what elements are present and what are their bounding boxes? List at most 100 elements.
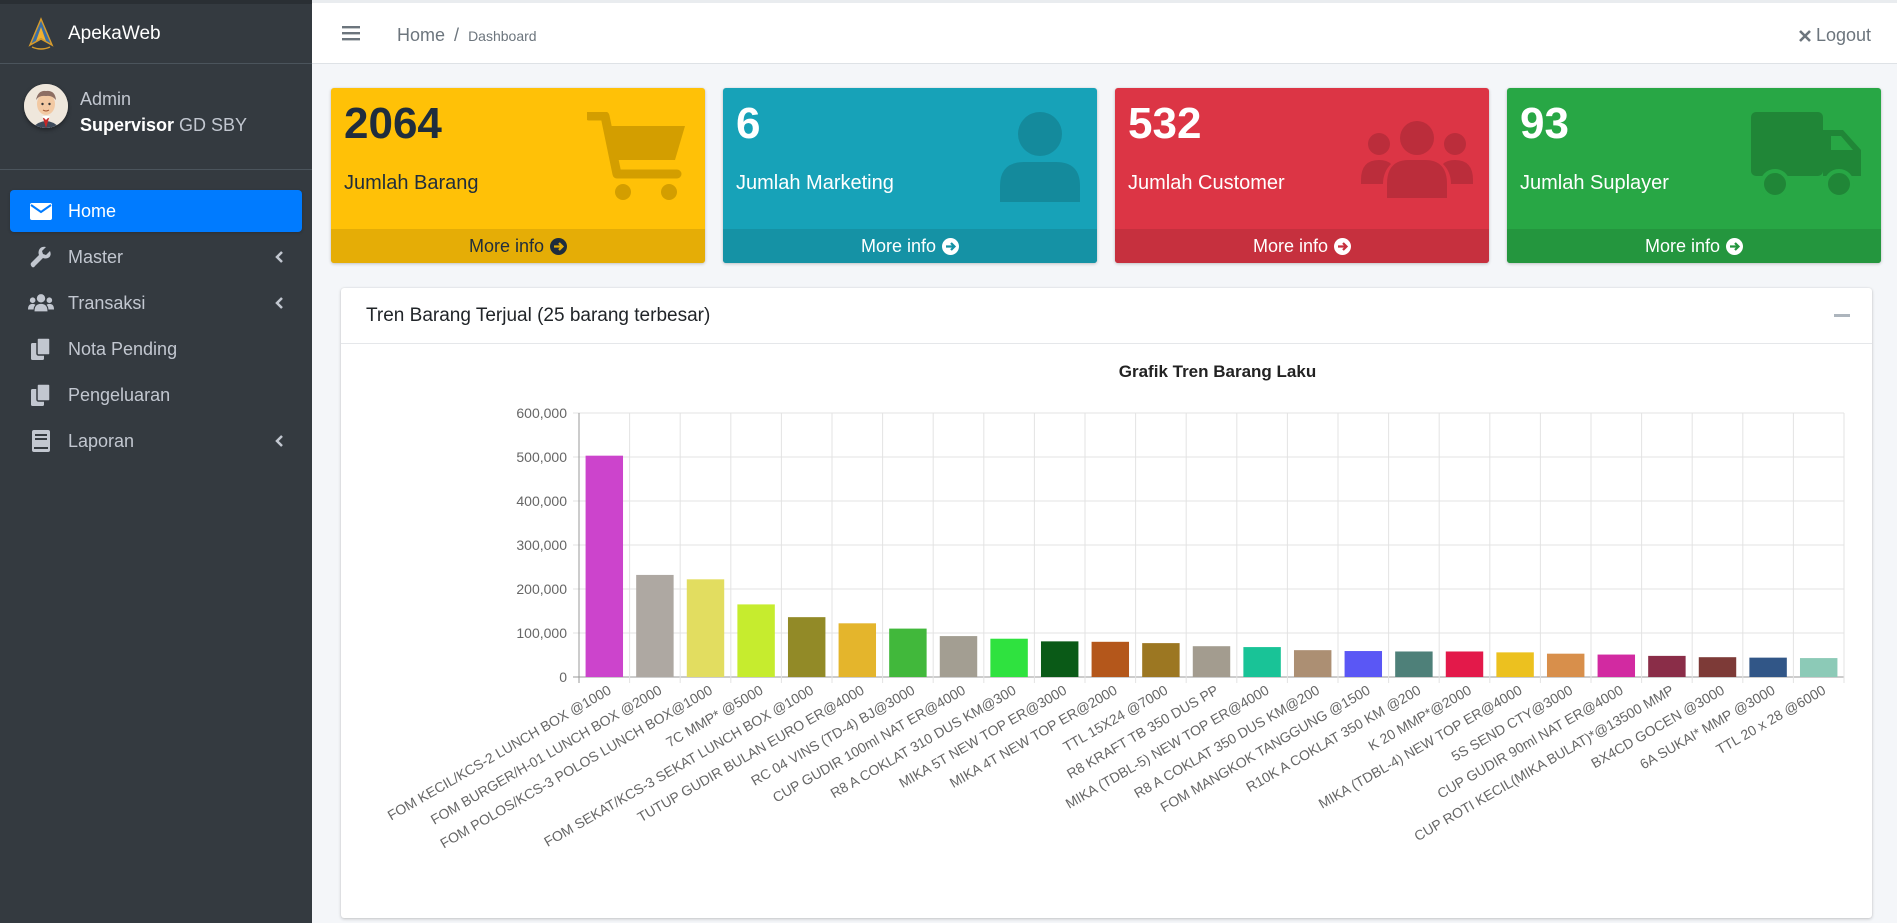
chevron-left-icon bbox=[275, 251, 283, 263]
top-navbar: Home / Dashboard Logout bbox=[312, 0, 1897, 64]
sidebar-item-transaksi[interactable]: Transaksi bbox=[10, 282, 302, 324]
close-icon bbox=[1799, 29, 1811, 42]
chart-bar bbox=[1546, 653, 1585, 677]
arrow-circle-right-icon bbox=[1726, 237, 1744, 255]
book-icon bbox=[28, 430, 54, 452]
user-role-location: GD SBY bbox=[174, 115, 248, 135]
arrow-circle-right-icon bbox=[942, 237, 960, 255]
bar-chart: Grafik Tren Barang Laku 0 100,000 200,000 30… bbox=[385, 362, 1845, 851]
info-box-barang: 2064 Jumlah Barang More info bbox=[331, 88, 705, 263]
more-info-link[interactable]: More info bbox=[723, 229, 1097, 263]
more-info-link[interactable]: More info bbox=[1115, 229, 1489, 263]
arrow-circle-right-icon bbox=[1334, 237, 1352, 255]
chart-bar bbox=[1192, 646, 1231, 677]
chart-bar bbox=[1445, 651, 1484, 677]
y-tick-label: 200,000 bbox=[516, 581, 567, 597]
sidebar-item-label: Home bbox=[68, 200, 117, 221]
sidebar-item-label: Laporan bbox=[68, 430, 135, 451]
sidebar-item-nota-pending[interactable]: Nota Pending bbox=[10, 328, 302, 370]
y-tick-label: 100,000 bbox=[516, 625, 567, 641]
shopping-cart-icon bbox=[587, 112, 685, 200]
more-info-label: More info bbox=[468, 235, 545, 256]
chart-bar bbox=[1648, 655, 1686, 677]
wrench-icon bbox=[28, 246, 54, 268]
sidebar-item-label: Pengeluaran bbox=[68, 384, 171, 405]
brand-name: ApekaWeb bbox=[68, 22, 161, 44]
info-box-number: 2064 bbox=[344, 99, 442, 148]
avatar-icon bbox=[24, 84, 68, 128]
info-box-label: Jumlah Barang bbox=[344, 172, 479, 194]
chart-title: Grafik Tren Barang Laku bbox=[1119, 362, 1316, 381]
brand[interactable]: ApekaWeb bbox=[0, 0, 312, 64]
truck-icon bbox=[1751, 112, 1861, 199]
sidebar: ApekaWeb Admin Supervisor GD SBY bbox=[0, 0, 312, 923]
users-icon bbox=[28, 292, 54, 314]
chart-bar bbox=[1749, 657, 1787, 677]
collapse-minus-icon[interactable] bbox=[1834, 314, 1850, 317]
info-box-label: Jumlah Suplayer bbox=[1520, 172, 1669, 194]
user-role-title: Supervisor bbox=[80, 115, 175, 135]
logout-label: Logout bbox=[1815, 25, 1871, 45]
y-tick-label: 0 bbox=[559, 669, 567, 685]
sidebar-item-home[interactable]: Home bbox=[10, 190, 302, 232]
card-title: Tren Barang Terjual (25 barang terbesar) bbox=[366, 304, 711, 326]
chart-bar bbox=[787, 617, 826, 677]
more-info-label: More info bbox=[860, 235, 937, 256]
hamburger-menu-icon[interactable] bbox=[342, 25, 360, 41]
sidebar-item-label: Master bbox=[68, 246, 124, 267]
chart-bar bbox=[1597, 654, 1636, 677]
chart-bar bbox=[1040, 641, 1079, 677]
arrow-circle-right-icon bbox=[550, 237, 568, 255]
chart-bar bbox=[585, 455, 624, 677]
chart-bar bbox=[1293, 650, 1332, 677]
chart-bar bbox=[1799, 658, 1838, 677]
users-icon bbox=[1361, 121, 1473, 198]
user-name[interactable]: Admin bbox=[80, 89, 132, 109]
more-info-label: More info bbox=[1252, 235, 1329, 256]
chevron-left-icon bbox=[275, 297, 283, 309]
x-tick-label: FOM BURGER/H-01 LUNCH BOX @2000 bbox=[428, 682, 665, 828]
sidebar-item-pengeluaran[interactable]: Pengeluaran bbox=[10, 374, 302, 416]
chart-bar bbox=[939, 636, 978, 677]
more-info-label: More info bbox=[1644, 235, 1721, 256]
sidebar-item-laporan[interactable]: Laporan bbox=[10, 420, 302, 462]
chart-bar bbox=[1395, 651, 1433, 677]
info-box-marketing: 6 Jumlah Marketing More info bbox=[723, 88, 1097, 263]
chart-bar bbox=[737, 604, 775, 677]
logout-link[interactable]: Logout bbox=[1798, 25, 1871, 46]
chart-bar bbox=[636, 574, 674, 677]
more-info-link[interactable]: More info bbox=[1507, 229, 1881, 263]
y-tick-label: 300,000 bbox=[516, 537, 567, 553]
avatar[interactable] bbox=[24, 84, 68, 128]
breadcrumb: Home / Dashboard bbox=[397, 25, 537, 46]
more-info-link[interactable]: More info bbox=[331, 229, 705, 263]
y-tick-label: 400,000 bbox=[516, 493, 567, 509]
y-tick-label: 600,000 bbox=[516, 405, 567, 421]
envelope-icon bbox=[28, 200, 54, 222]
chart-bar bbox=[990, 638, 1028, 677]
info-box-number: 93 bbox=[1520, 99, 1569, 148]
y-tick-label: 500,000 bbox=[516, 449, 567, 465]
user-role: Supervisor GD SBY bbox=[80, 112, 247, 138]
breadcrumb-home[interactable]: Home bbox=[397, 25, 446, 45]
chart-bar bbox=[838, 623, 877, 677]
chart-bar bbox=[1698, 657, 1737, 677]
chart-bar bbox=[686, 579, 725, 677]
breadcrumb-separator: / bbox=[454, 25, 460, 45]
chart-bar bbox=[1142, 643, 1180, 677]
sidebar-item-master[interactable]: Master bbox=[10, 236, 302, 278]
chart-bar bbox=[889, 628, 927, 677]
chart-bar bbox=[1243, 647, 1281, 677]
user-icon bbox=[1000, 112, 1080, 202]
info-box-customer: 532 Jumlah Customer More info bbox=[1115, 88, 1489, 263]
chevron-left-icon bbox=[275, 435, 283, 447]
chart-bar bbox=[1496, 652, 1534, 677]
breadcrumb-current: Dashboard bbox=[468, 28, 537, 44]
sidebar-item-label: Nota Pending bbox=[68, 338, 178, 359]
user-panel: Admin Supervisor GD SBY bbox=[0, 64, 312, 170]
sidebar-nav: Home Master Transaksi Nota Pending bbox=[0, 170, 312, 462]
chart-bar bbox=[1091, 641, 1130, 677]
info-box-label: Jumlah Customer bbox=[1128, 172, 1285, 194]
chart-card: Tren Barang Terjual (25 barang terbesar)… bbox=[341, 288, 1872, 918]
info-box-number: 532 bbox=[1128, 99, 1202, 148]
